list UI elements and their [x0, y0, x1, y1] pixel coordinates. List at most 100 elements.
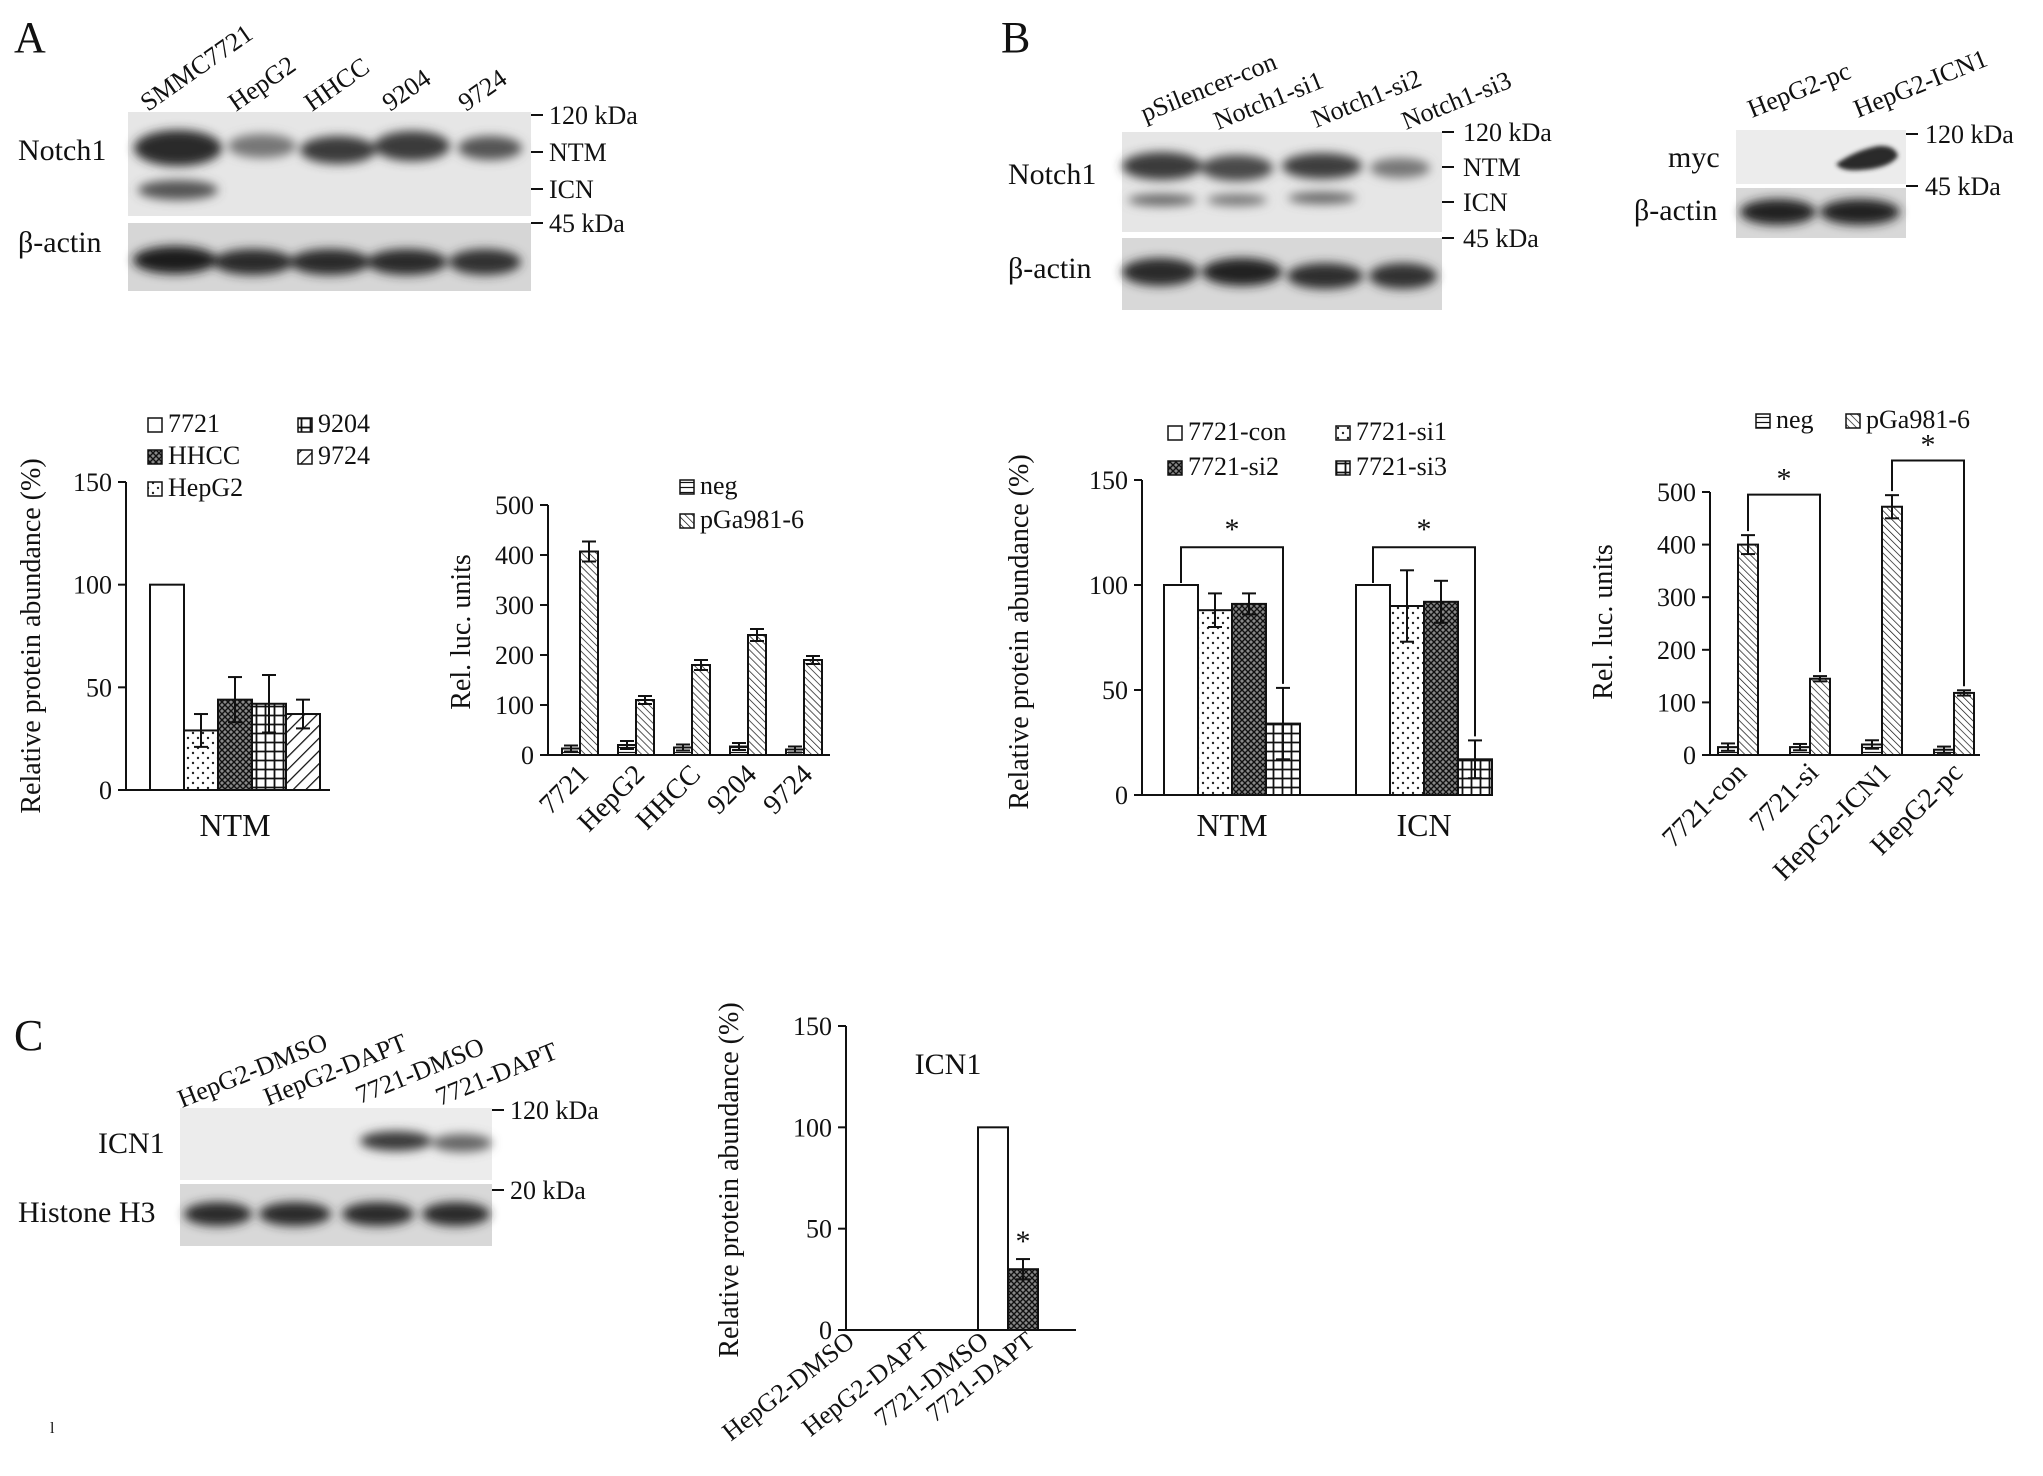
b-protein-y-tick-label: 50	[1102, 676, 1128, 705]
b-protein-legend-swatch	[1335, 460, 1351, 476]
blot-a-marker-120: 120 kDa	[549, 101, 638, 130]
b-protein-y-tick-label: 0	[1115, 781, 1128, 810]
b-luc-bar	[1737, 543, 1759, 756]
b-protein-bar	[1355, 584, 1391, 796]
blot-b2-lane-1: HepG2-pc	[1743, 56, 1854, 123]
c-protein-y-axis-label: Relative protein abundance (%)	[714, 1002, 745, 1357]
a-protein-y-tick-label: 100	[73, 571, 112, 600]
c-protein-y-tick-label: 100	[793, 1113, 832, 1142]
a-luc-y-tick-label: 100	[495, 691, 534, 720]
blot-b-bands	[1122, 152, 1430, 206]
b-protein-significance-star: *	[1225, 513, 1240, 546]
c-protein-chart-title: ICN1	[915, 1048, 982, 1081]
blot-b-marker-45: 45 kDa	[1463, 224, 1539, 253]
b-protein-significance-star: *	[1417, 513, 1432, 546]
a-luc-legend-swatch	[679, 479, 695, 495]
b-protein-x-tick-label: ICN	[1396, 807, 1451, 843]
blot-a-lane-4: 9204	[377, 63, 436, 117]
b-protein-legend-label: 7721-si1	[1356, 417, 1447, 446]
blot-c-loading-label: Histone H3	[18, 1196, 156, 1229]
a-luc-bar	[635, 699, 655, 756]
blot-b: pSilencer-con Notch1-si1 Notch1-si2 Notc…	[1008, 47, 1552, 310]
panel-label-a: A	[14, 13, 46, 62]
a-luc-bar	[747, 634, 767, 756]
blot-a-marker-ntm: NTM	[549, 138, 607, 167]
b-protein-y-axis-label: Relative protein abundance (%)	[1004, 454, 1035, 809]
b-protein-y-tick-label: 100	[1089, 571, 1128, 600]
panel-label-c: C	[14, 1011, 43, 1060]
c-protein-y-tick-label: 150	[793, 1012, 832, 1041]
chart-b-luciferase: 0 100 200 300 400 500 Rel. luc. units neg pGa981…	[1588, 405, 1980, 887]
blot-b2-lane-2: HepG2-ICN1	[1849, 44, 1991, 124]
blot-a: SMMC7721 HepG2 HHCC 9204 9724 Notch1 β-a…	[18, 19, 638, 291]
blot-c-bands	[360, 1131, 492, 1152]
a-luc-legend-label: neg	[700, 471, 738, 500]
a-protein-y-tick-label: 150	[73, 468, 112, 497]
blot-b2-loading-label: β-actin	[1634, 194, 1718, 227]
b-protein-bar	[1197, 609, 1233, 797]
b-luc-y-tick-label: 400	[1657, 531, 1696, 560]
blot-b-lane-labels: pSilencer-con Notch1-si1 Notch1-si2 Notc…	[1136, 47, 1515, 136]
blot-a-lane-5: 9724	[453, 63, 512, 117]
a-luc-x-tick-label: HHCC	[630, 759, 707, 836]
blot-b-actin-bands	[1122, 258, 1437, 289]
blot-c-marker-20: 20 kDa	[510, 1176, 586, 1205]
a-protein-legend-swatch	[297, 417, 313, 433]
b-protein-x-tick-label: NTM	[1196, 807, 1267, 843]
a-protein-legend-label: 9724	[318, 441, 370, 470]
a-protein-legend-swatch	[147, 449, 163, 465]
b-luc-bar	[1809, 677, 1831, 756]
b-protein-bar	[1423, 600, 1459, 796]
b-protein-legend-label: 7721-si3	[1356, 452, 1447, 481]
a-protein-bar	[149, 583, 185, 792]
blot-c-histone-bands	[184, 1202, 490, 1226]
blot-a-lane-labels: SMMC7721 HepG2 HHCC 9204 9724	[135, 19, 512, 117]
blot-c: HepG2-DMSO HepG2-DAPT 7721-DMSO 7721-DAP…	[18, 1027, 599, 1246]
chart-c-protein-abundance: 0 50 100 150 Relative protein abundance (%) I…	[714, 1002, 1076, 1447]
a-luc-y-tick-label: 500	[495, 491, 534, 520]
a-protein-legend-swatch	[147, 481, 163, 497]
a-luc-y-tick-label: 400	[495, 541, 534, 570]
blot-a-protein-label: Notch1	[18, 134, 106, 167]
a-luc-legend-label: pGa981-6	[700, 505, 804, 534]
blot-c-protein-label: ICN1	[98, 1127, 165, 1160]
c-protein-y-tick-label: 50	[806, 1215, 832, 1244]
blot-b2: HepG2-pc HepG2-ICN1 myc β-actin 120 kDa …	[1634, 44, 2014, 238]
blot-b2-markers: 120 kDa 45 kDa	[1906, 120, 2014, 201]
blot-b2-protein-label: myc	[1668, 141, 1720, 174]
blot-a-marker-icn: ICN	[549, 175, 594, 204]
b-luc-legend-label: pGa981-6	[1866, 405, 1970, 434]
c-protein-y-tick-label: 0	[819, 1316, 832, 1345]
a-luc-x-tick-label: 9204	[701, 759, 763, 821]
blot-c-markers: 120 kDa 20 kDa	[492, 1096, 599, 1205]
b-luc-legend-label: neg	[1776, 405, 1814, 434]
blot-c-lane-labels: HepG2-DMSO HepG2-DAPT 7721-DMSO 7721-DAP…	[173, 1027, 561, 1113]
a-luc-bar	[803, 659, 823, 756]
blot-a-lane-2: HepG2	[223, 50, 301, 117]
panel-label-b: B	[1001, 13, 1030, 62]
b-luc-y-tick-label: 300	[1657, 583, 1696, 612]
a-protein-x-tick-label: NTM	[199, 807, 270, 843]
b-luc-significance-bracket	[1747, 493, 1821, 673]
a-luc-bar	[691, 664, 711, 756]
b-luc-significance-star: *	[1921, 428, 1936, 461]
blot-a-lane-3: HHCC	[299, 52, 375, 117]
blot-c-marker-120: 120 kDa	[510, 1096, 599, 1125]
blot-b-protein-label: Notch1	[1008, 158, 1096, 191]
b-protein-significance-bracket	[1372, 546, 1476, 737]
blot-a-marker-45: 45 kDa	[549, 209, 625, 238]
a-protein-legend-label: HHCC	[168, 441, 240, 470]
a-protein-legend-label: 7721	[168, 409, 220, 438]
b-protein-bar	[1163, 584, 1199, 796]
b-luc-y-axis-label: Rel. luc. units	[1588, 544, 1619, 700]
blot-b-membrane	[1122, 132, 1442, 232]
b-protein-legend-swatch	[1335, 425, 1351, 441]
b-luc-y-tick-label: 100	[1657, 688, 1696, 717]
c-protein-significance-star: *	[1016, 1225, 1031, 1258]
a-protein-legend-label: HepG2	[168, 473, 243, 502]
c-protein-bar	[977, 1126, 1009, 1332]
b-protein-legend-label: 7721-si2	[1188, 452, 1279, 481]
b-luc-y-tick-label: 500	[1657, 478, 1696, 507]
a-protein-y-tick-label: 50	[86, 673, 112, 702]
blot-b2-bands	[1836, 145, 1898, 171]
